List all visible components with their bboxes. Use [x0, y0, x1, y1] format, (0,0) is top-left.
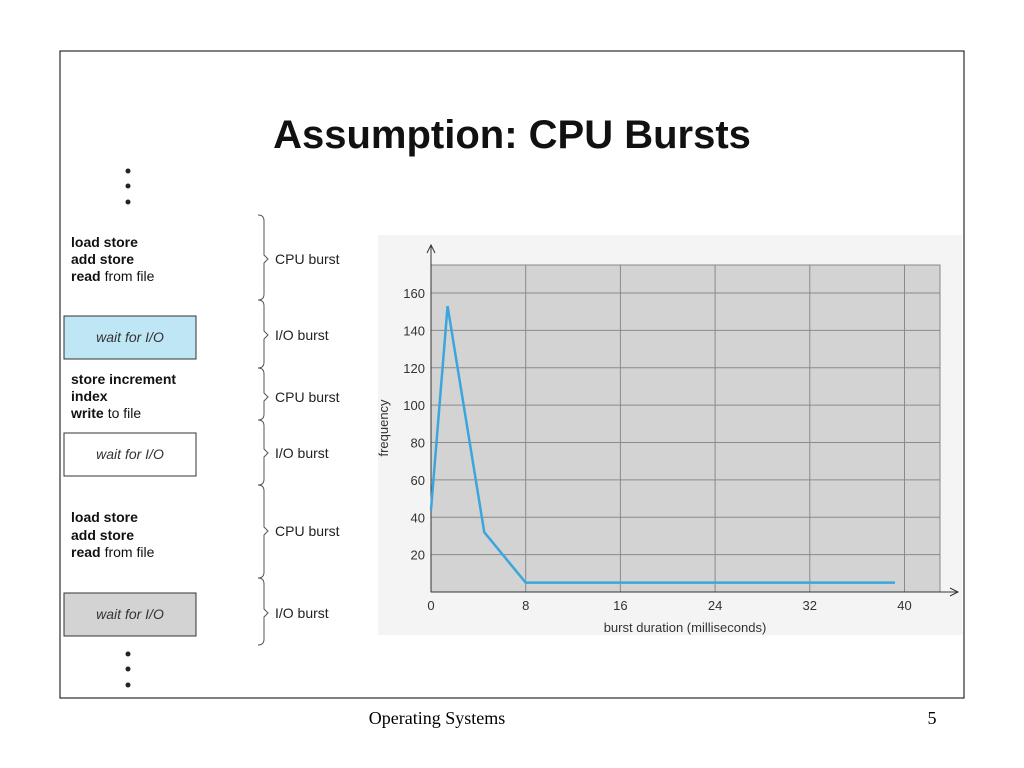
burst-label: I/O burst: [275, 327, 329, 343]
burst-label: I/O burst: [275, 445, 329, 461]
burst-label: I/O burst: [275, 605, 329, 621]
page-number: 5: [928, 708, 937, 728]
x-tick-label: 24: [708, 598, 722, 613]
code-line: load store: [71, 509, 138, 525]
y-tick-label: 40: [411, 510, 425, 525]
code-keyword: add store: [71, 251, 134, 267]
code-line: load store: [71, 234, 138, 250]
code-text: from file: [105, 544, 155, 560]
io-text: wait for I/O: [96, 606, 164, 622]
y-tick-label: 100: [403, 398, 425, 413]
code-line: read from file: [71, 544, 155, 560]
code-keyword: add store: [71, 527, 134, 543]
brace: [257, 214, 269, 301]
y-tick-label: 80: [411, 436, 425, 451]
y-tick-label: 140: [403, 323, 425, 338]
code-line: read from file: [71, 268, 155, 284]
x-axis: [431, 587, 960, 597]
code-keyword: index: [71, 388, 108, 404]
io-box: [63, 432, 197, 477]
code-keyword: read: [71, 268, 101, 284]
code-line: write to file: [70, 405, 141, 421]
code-line: index: [71, 388, 108, 404]
slide-title: Assumption: CPU Bursts: [273, 113, 751, 157]
x-tick-label: 40: [897, 598, 911, 613]
burst-label: CPU burst: [275, 523, 340, 539]
brace: [257, 484, 269, 579]
y-tick-label: 20: [411, 548, 425, 563]
x-tick-label: 0: [427, 598, 434, 613]
io-text: wait for I/O: [96, 446, 164, 462]
brace: [257, 299, 269, 369]
code-text: from file: [105, 268, 155, 284]
brace: [257, 419, 269, 486]
burst-label: CPU burst: [275, 389, 340, 405]
code-keyword: read: [71, 544, 101, 560]
code-line: add store: [71, 527, 134, 543]
x-tick-label: 16: [613, 598, 627, 613]
code-line: add store: [71, 251, 134, 267]
footer: Operating Systems: [369, 708, 506, 728]
x-axis-label: burst duration (milliseconds): [604, 620, 767, 635]
brace: [257, 577, 269, 646]
x-tick-label: 8: [522, 598, 529, 613]
plot-area: [430, 264, 941, 593]
y-axis: [426, 243, 436, 592]
y-tick-label: 120: [403, 361, 425, 376]
code-keyword: load store: [71, 509, 138, 525]
ellipsis: [125, 168, 131, 688]
y-tick-label: 160: [403, 286, 425, 301]
code-text: to file: [108, 405, 142, 421]
code-keyword: store increment: [71, 371, 176, 387]
code-line: store increment: [71, 371, 176, 387]
code-keyword: write: [70, 405, 104, 421]
y-tick-label: 60: [411, 473, 425, 488]
io-box: [63, 592, 197, 637]
y-axis-label: frequency: [376, 399, 391, 457]
data-line: [429, 305, 896, 584]
io-text: wait for I/O: [96, 329, 164, 345]
burst-label: CPU burst: [275, 251, 340, 267]
io-box: [63, 315, 197, 360]
code-keyword: load store: [71, 234, 138, 250]
brace: [257, 367, 269, 421]
x-tick-label: 32: [803, 598, 817, 613]
